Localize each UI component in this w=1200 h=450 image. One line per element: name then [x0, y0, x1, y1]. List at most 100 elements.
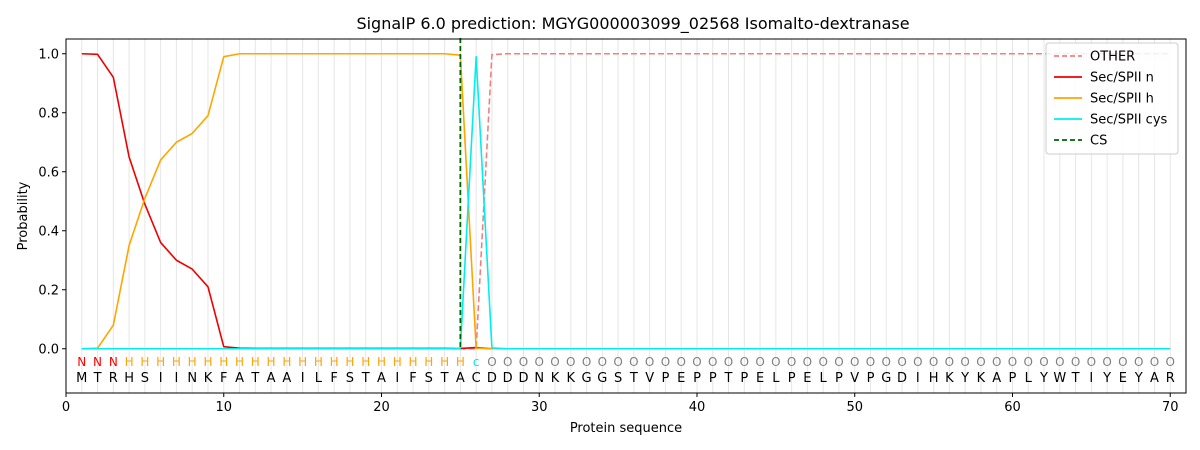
x-axis-ticks: 0 10 20 30 40 50 60 70 — [62, 393, 1178, 415]
region-label: O — [1150, 355, 1159, 369]
region-label: H — [361, 355, 370, 369]
x-axis-label: Protein sequence — [570, 421, 682, 436]
residue-label: I — [1089, 371, 1093, 386]
region-label: O — [503, 355, 512, 369]
region-label: H — [235, 355, 244, 369]
region-label: O — [960, 355, 969, 369]
residue-label: K — [567, 371, 576, 386]
residue-label: T — [250, 371, 259, 386]
grid-lines — [81, 39, 1171, 393]
region-label: O — [661, 355, 670, 369]
residue-label: I — [395, 371, 399, 386]
legend-entry: Sec/SPII n — [1090, 71, 1154, 86]
x-tick-label: 50 — [846, 400, 863, 415]
residue-label: C — [472, 371, 481, 386]
region-label: H — [267, 355, 276, 369]
residue-label: T — [361, 371, 370, 386]
region-label: c — [473, 355, 480, 369]
region-label: O — [976, 355, 985, 369]
region-label: H — [203, 355, 212, 369]
y-tick-label: 0.0 — [38, 342, 59, 357]
residue-label: P — [788, 371, 796, 386]
region-label: O — [803, 355, 812, 369]
residue-label: R — [109, 371, 118, 386]
region-label: H — [188, 355, 197, 369]
residue-label: P — [835, 371, 843, 386]
region-label: H — [298, 355, 307, 369]
y-tick-label: 1.0 — [38, 47, 59, 62]
residue-label: I — [301, 371, 305, 386]
residue-label: T — [1071, 371, 1080, 386]
region-label: N — [77, 355, 86, 369]
region-label: O — [519, 355, 528, 369]
legend: OTHER Sec/SPII n Sec/SPII h Sec/SPII cys CS — [1045, 42, 1179, 155]
sequence-labels: NMNTNRHHHSHIHIHNHKHFHAHTHAHAHIHLHFHSHTHA… — [76, 355, 1175, 386]
region-label: O — [566, 355, 575, 369]
residue-label: P — [709, 371, 717, 386]
y-tick-label: 0.4 — [38, 224, 59, 239]
region-label: O — [629, 355, 638, 369]
residue-label: G — [597, 371, 607, 386]
residue-label: A — [377, 371, 386, 386]
region-label: O — [613, 355, 622, 369]
region-label: H — [282, 355, 291, 369]
region-label: O — [1024, 355, 1033, 369]
residue-label: F — [409, 371, 416, 386]
region-label: O — [755, 355, 764, 369]
chart-title: SignalP 6.0 prediction: MGYG000003099_02… — [356, 14, 909, 34]
residue-label: P — [1009, 371, 1017, 386]
legend-entry: Sec/SPII h — [1090, 92, 1154, 107]
residue-label: K — [945, 371, 954, 386]
region-label: O — [676, 355, 685, 369]
residue-label: P — [740, 371, 748, 386]
region-label: O — [834, 355, 843, 369]
residue-label: G — [582, 371, 592, 386]
residue-label: I — [175, 371, 179, 386]
x-tick-label: 0 — [62, 400, 70, 415]
y-tick-label: 0.8 — [38, 106, 59, 121]
region-label: H — [377, 355, 386, 369]
residue-label: I — [916, 371, 920, 386]
region-label: H — [125, 355, 134, 369]
residue-label: S — [614, 371, 622, 386]
region-label: O — [598, 355, 607, 369]
residue-label: H — [124, 371, 134, 386]
y-axis-label: Probability — [16, 181, 31, 250]
residue-label: F — [330, 371, 337, 386]
region-label: H — [156, 355, 165, 369]
region-label: O — [1039, 355, 1048, 369]
x-tick-label: 60 — [1004, 400, 1021, 415]
series-lines — [81, 38, 1171, 350]
legend-entry: OTHER — [1090, 50, 1135, 65]
region-label: O — [487, 355, 496, 369]
legend-entry: CS — [1090, 134, 1107, 149]
region-label: O — [897, 355, 906, 369]
residue-label: S — [425, 371, 433, 386]
residue-label: A — [1150, 371, 1159, 386]
residue-label: Y — [1039, 371, 1048, 386]
region-label: H — [219, 355, 228, 369]
residue-label: L — [1025, 371, 1033, 386]
region-label: H — [456, 355, 465, 369]
residue-label: H — [929, 371, 939, 386]
residue-label: D — [503, 371, 513, 386]
residue-label: K — [551, 371, 560, 386]
region-label: H — [330, 355, 339, 369]
region-label: O — [550, 355, 559, 369]
region-label: O — [582, 355, 591, 369]
residue-label: D — [518, 371, 528, 386]
residue-label: P — [662, 371, 670, 386]
region-label: O — [1134, 355, 1143, 369]
region-label: O — [850, 355, 859, 369]
plot-frame — [65, 38, 1187, 394]
residue-label: T — [440, 371, 449, 386]
x-tick-label: 30 — [531, 400, 548, 415]
residue-label: A — [267, 371, 276, 386]
x-tick-label: 40 — [689, 400, 706, 415]
region-label: H — [440, 355, 449, 369]
residue-label: S — [141, 371, 149, 386]
region-label: H — [393, 355, 402, 369]
residue-label: E — [677, 371, 685, 386]
